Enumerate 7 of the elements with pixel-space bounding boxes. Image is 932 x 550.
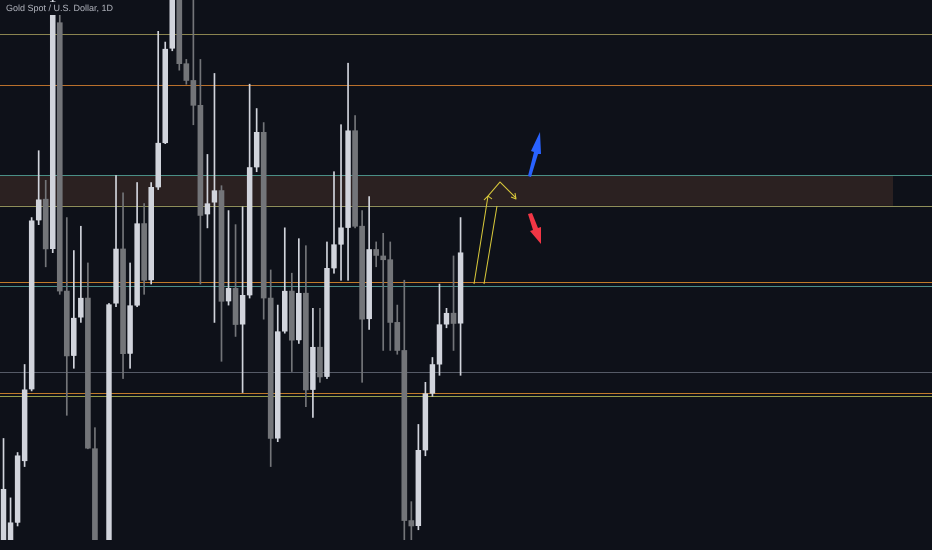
candlestick <box>212 73 218 323</box>
candlestick <box>338 124 344 281</box>
candlestick <box>450 256 456 351</box>
candlestick <box>331 171 337 274</box>
candlestick <box>226 210 232 306</box>
chart-title: Gold Spot / U.S. Dollar, 1D <box>6 2 114 13</box>
candlestick <box>204 154 210 228</box>
